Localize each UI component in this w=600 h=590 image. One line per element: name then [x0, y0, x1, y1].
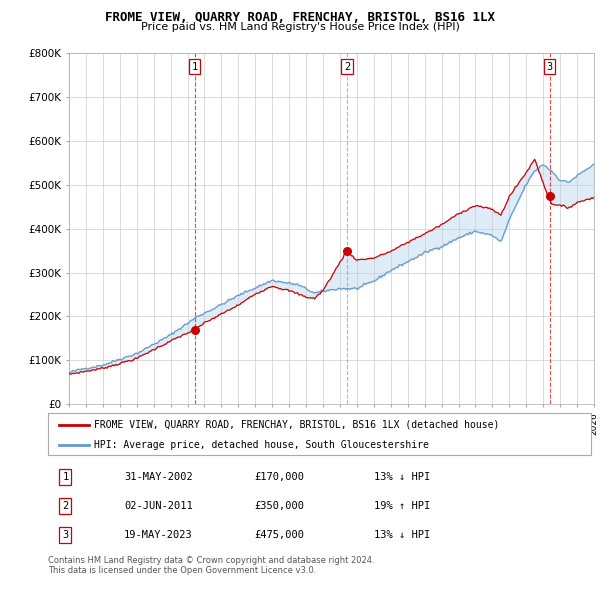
- Text: Contains HM Land Registry data © Crown copyright and database right 2024.
This d: Contains HM Land Registry data © Crown c…: [48, 556, 374, 575]
- Text: 31-MAY-2002: 31-MAY-2002: [124, 471, 193, 481]
- Text: 19-MAY-2023: 19-MAY-2023: [124, 530, 193, 540]
- Text: £475,000: £475,000: [254, 530, 304, 540]
- Text: 02-JUN-2011: 02-JUN-2011: [124, 501, 193, 511]
- Text: 13% ↓ HPI: 13% ↓ HPI: [374, 471, 430, 481]
- Text: Price paid vs. HM Land Registry's House Price Index (HPI): Price paid vs. HM Land Registry's House …: [140, 22, 460, 32]
- Text: 3: 3: [547, 62, 553, 72]
- Text: 19% ↑ HPI: 19% ↑ HPI: [374, 501, 430, 511]
- Text: 2: 2: [62, 501, 68, 511]
- Text: £170,000: £170,000: [254, 471, 304, 481]
- Text: HPI: Average price, detached house, South Gloucestershire: HPI: Average price, detached house, Sout…: [94, 440, 429, 450]
- Text: 1: 1: [191, 62, 198, 72]
- Text: FROME VIEW, QUARRY ROAD, FRENCHAY, BRISTOL, BS16 1LX: FROME VIEW, QUARRY ROAD, FRENCHAY, BRIST…: [105, 11, 495, 24]
- Text: £350,000: £350,000: [254, 501, 304, 511]
- Text: 13% ↓ HPI: 13% ↓ HPI: [374, 530, 430, 540]
- Text: 2: 2: [344, 62, 350, 72]
- Text: 1: 1: [62, 471, 68, 481]
- Text: 3: 3: [62, 530, 68, 540]
- Text: FROME VIEW, QUARRY ROAD, FRENCHAY, BRISTOL, BS16 1LX (detached house): FROME VIEW, QUARRY ROAD, FRENCHAY, BRIST…: [94, 420, 500, 430]
